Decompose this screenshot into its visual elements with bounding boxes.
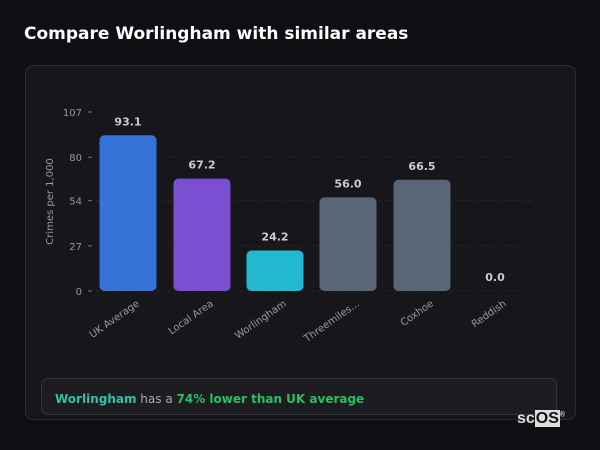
value-label: 67.2 <box>188 159 215 172</box>
summary-highlight: 74% lower than UK average <box>176 392 365 406</box>
y-axis-label: Crimes per 1,000 <box>45 158 56 245</box>
y-tick-label: 54 <box>69 197 82 208</box>
page-title: Compare Worlingham with similar areas <box>24 24 409 44</box>
value-label: 0.0 <box>485 271 505 284</box>
y-tick-label: 27 <box>69 242 82 253</box>
value-label: 66.5 <box>408 160 435 173</box>
value-label: 56.0 <box>334 177 361 190</box>
scos-logo: scOS® <box>517 410 566 427</box>
x-tick-label: Coxhoe <box>399 298 436 328</box>
y-tick-label: 0 <box>76 287 82 298</box>
bar-1 <box>173 178 231 291</box>
bar-3 <box>319 197 377 291</box>
x-tick-label: Threemiles... <box>301 298 361 345</box>
y-tick-label: 107 <box>63 108 82 119</box>
y-tick-label: 80 <box>69 153 82 164</box>
value-label: 93.1 <box>114 115 141 128</box>
x-tick-label: Reddish <box>470 298 509 330</box>
bar-4 <box>393 179 451 291</box>
x-tick-label: Worlingham <box>233 298 288 341</box>
chart-panel: 0 27 54 80 107 Crimes per 1,000 93.1 UK Average… <box>25 65 576 420</box>
x-tick-label: UK Average <box>88 298 142 340</box>
bar-0 <box>99 135 157 291</box>
bar-chart: 0 27 54 80 107 Crimes per 1,000 93.1 UK Average… <box>45 108 531 345</box>
summary-place: Worlingham <box>55 392 137 406</box>
summary-text: has a <box>136 392 177 406</box>
bar-2 <box>246 250 304 291</box>
value-label: 24.2 <box>261 231 288 244</box>
x-tick-label: Local Area <box>167 298 216 337</box>
summary-box: Worlingham has a 74% lower than UK avera… <box>41 378 557 415</box>
